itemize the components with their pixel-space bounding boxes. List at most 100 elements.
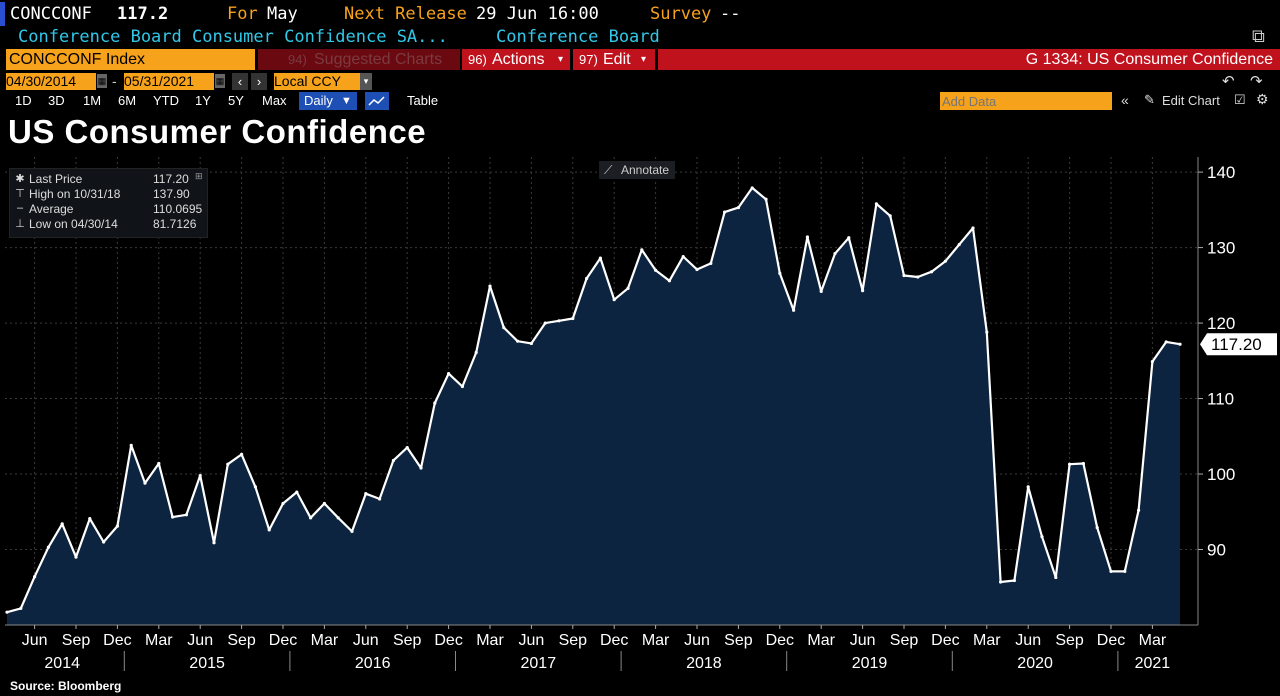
chart-settings-icon[interactable]: ☑ bbox=[1234, 92, 1246, 107]
currency-dropdown-icon[interactable]: ▾ bbox=[360, 73, 372, 90]
data-point bbox=[902, 273, 906, 278]
calendar-to-icon[interactable]: ▦ bbox=[215, 74, 225, 88]
security-field[interactable]: CONCCONF Index bbox=[6, 49, 255, 70]
window-resize-icon[interactable]: ⧉ bbox=[1252, 26, 1265, 47]
ticker-symbol: CONCCONF bbox=[10, 4, 92, 24]
actions-button[interactable]: 96) Actions ▾ bbox=[462, 49, 570, 70]
suggested-charts-label: Suggested Charts bbox=[314, 51, 443, 68]
data-point bbox=[1068, 462, 1072, 466]
description-row: Conference Board Consumer Confidence SA.… bbox=[0, 26, 1280, 48]
x-tick-label: Jun bbox=[1015, 632, 1041, 649]
data-point bbox=[695, 267, 699, 272]
data-point bbox=[212, 541, 216, 545]
legend-value: 117.20 bbox=[153, 172, 189, 186]
edit-button[interactable]: 97) Edit ▾ bbox=[573, 49, 655, 70]
data-point bbox=[805, 235, 810, 239]
annotate-pencil-icon: ⟋ bbox=[604, 163, 613, 177]
y-tick-label: 110 bbox=[1207, 390, 1234, 409]
chart-area[interactable]: 90 100 110 120 130 140 117.20 Jun Sep Dec Mar Jun Se… bbox=[0, 134, 1280, 694]
data-point bbox=[654, 268, 658, 272]
data-point bbox=[171, 515, 175, 519]
currency-select[interactable]: Local CCY bbox=[274, 73, 360, 90]
data-point bbox=[309, 516, 313, 520]
legend-row-high: ⊤ High on 10/31/18 137.90 bbox=[14, 187, 204, 202]
date-from-field[interactable]: 04/30/2014 bbox=[6, 73, 96, 90]
next-range-button[interactable]: › bbox=[251, 73, 267, 90]
data-point bbox=[474, 350, 478, 355]
undo-icon[interactable]: ↶ bbox=[1222, 73, 1235, 90]
period-button-3d[interactable]: 3D bbox=[48, 93, 65, 108]
data-point bbox=[488, 284, 492, 288]
redo-icon[interactable]: ↷ bbox=[1250, 73, 1263, 90]
average-marker-icon: – bbox=[16, 202, 24, 214]
legend-label: High on 10/31/18 bbox=[29, 187, 121, 201]
data-point bbox=[571, 316, 575, 321]
legend-box: ✱ Last Price 117.20 ⊤ High on 10/31/18 1… bbox=[9, 168, 208, 238]
frequency-select[interactable]: Daily ▼ bbox=[299, 92, 357, 110]
data-point bbox=[267, 528, 271, 532]
period-button-ytd[interactable]: YTD bbox=[153, 93, 179, 108]
period-bar: 1D 3D 1M 6M YTD 1Y 5Y Max Daily ▼ Table « ✎ Edi… bbox=[0, 91, 1280, 111]
x-tick-label: Mar bbox=[311, 632, 339, 649]
data-point bbox=[1040, 535, 1044, 539]
x-year-label: 2020 bbox=[1017, 655, 1053, 672]
edit-chart-button[interactable]: Edit Chart bbox=[1162, 93, 1220, 108]
x-tick-label: Mar bbox=[145, 632, 173, 649]
date-range-bar: 04/30/2014 ▦ - 05/31/2021 ▦ ‹ › Local CC… bbox=[0, 71, 1280, 91]
prev-range-button[interactable]: ‹ bbox=[232, 73, 248, 90]
period-button-max[interactable]: Max bbox=[262, 93, 287, 108]
pencil-icon: ✎ bbox=[1144, 92, 1155, 107]
legend-value: 110.0695 bbox=[153, 202, 203, 216]
data-point bbox=[626, 286, 630, 290]
data-point bbox=[943, 259, 948, 263]
data-point bbox=[143, 481, 147, 485]
data-point bbox=[364, 492, 368, 496]
survey-value: -- bbox=[720, 4, 741, 24]
annotate-button[interactable]: ⟋ Annotate bbox=[599, 161, 675, 179]
data-point bbox=[1026, 485, 1030, 489]
data-point bbox=[1054, 575, 1058, 580]
add-data-input[interactable] bbox=[940, 92, 1112, 110]
line-chart-glyph bbox=[368, 96, 385, 106]
data-point bbox=[102, 540, 106, 544]
data-point bbox=[681, 255, 685, 259]
period-button-1m[interactable]: 1M bbox=[83, 93, 102, 108]
data-point bbox=[378, 497, 382, 501]
data-point bbox=[930, 270, 934, 274]
actions-dropdown-icon: ▾ bbox=[558, 54, 564, 65]
data-point bbox=[460, 384, 464, 389]
data-point bbox=[433, 401, 437, 405]
x-tick-label: Sep bbox=[227, 632, 256, 649]
data-point bbox=[598, 256, 603, 260]
suggested-charts-button[interactable]: 94) Suggested Charts bbox=[258, 49, 460, 70]
last-price: 117.2 bbox=[117, 4, 169, 24]
command-bar: CONCCONF Index 94) Suggested Charts 96) … bbox=[0, 49, 1280, 70]
line-chart-icon[interactable] bbox=[365, 92, 389, 110]
x-year-label: 2015 bbox=[189, 655, 225, 672]
data-point bbox=[957, 242, 961, 247]
period-button-1y[interactable]: 1Y bbox=[195, 93, 211, 108]
x-tick-label: Mar bbox=[642, 632, 670, 649]
period-button-6m[interactable]: 6M bbox=[118, 93, 137, 108]
date-to-field[interactable]: 05/31/2021 bbox=[124, 73, 214, 90]
data-point bbox=[60, 522, 64, 526]
x-tick-label: Jun bbox=[353, 632, 379, 649]
data-point bbox=[281, 501, 285, 506]
data-point bbox=[971, 226, 975, 230]
collapse-icon[interactable]: « bbox=[1121, 92, 1129, 108]
period-button-1d[interactable]: 1D bbox=[15, 93, 32, 108]
x-tick-label: Sep bbox=[890, 632, 919, 649]
period-button-5y[interactable]: 5Y bbox=[228, 93, 244, 108]
legend-row-last: ✱ Last Price 117.20 bbox=[14, 172, 204, 187]
y-tick-label: 100 bbox=[1207, 465, 1235, 484]
x-tick-label: Dec bbox=[931, 632, 959, 649]
asterisk-icon: ✱ bbox=[15, 173, 25, 185]
source-name: Conference Board bbox=[496, 27, 660, 47]
legend-expand-icon[interactable]: ⊞ bbox=[195, 171, 203, 181]
data-point bbox=[240, 452, 244, 457]
x-tick-label: Mar bbox=[1139, 632, 1167, 649]
table-button[interactable]: Table bbox=[407, 93, 439, 108]
data-point bbox=[253, 485, 257, 489]
calendar-from-icon[interactable]: ▦ bbox=[97, 74, 107, 88]
gear-icon[interactable]: ⚙ bbox=[1256, 91, 1269, 107]
